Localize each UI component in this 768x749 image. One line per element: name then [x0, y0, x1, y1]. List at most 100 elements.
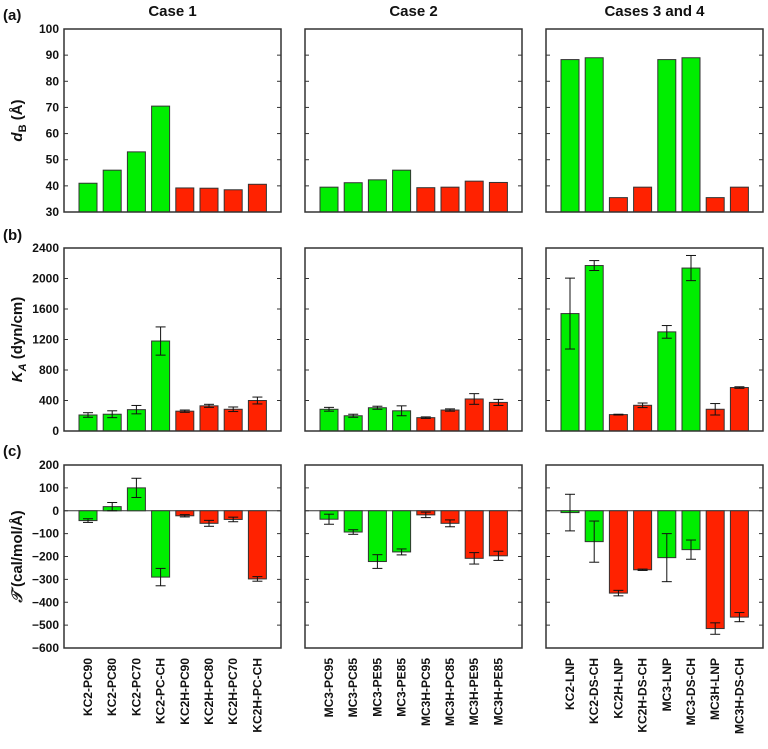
y-axis-label-unit: (dyn/cm) — [9, 297, 26, 364]
bar — [175, 187, 195, 213]
plot-frame — [63, 464, 282, 649]
plot-frame — [63, 247, 282, 432]
bar — [729, 510, 749, 618]
bar — [126, 151, 146, 213]
bar — [392, 510, 412, 553]
x-tick-label: MC3-PE85 — [395, 658, 409, 717]
x-tick-label: KC2-PC-CH — [154, 658, 168, 724]
bar — [151, 510, 171, 578]
y-tick-label: 2000 — [32, 272, 59, 286]
y-tick-label: 40 — [46, 179, 60, 193]
x-tick-label: MC3-LNP — [660, 658, 674, 711]
x-tick-label: MC3-PE95 — [370, 658, 384, 717]
x-tick-label: MC3H-PE85 — [491, 658, 505, 726]
bar — [488, 181, 508, 213]
y-tick-label: −500 — [32, 618, 59, 632]
panel-c-3: KC2-LNP KC2-DS-CH KC2H-LNP KC2H-DS-CH MC3-LN… — [545, 464, 764, 734]
bar — [560, 59, 580, 213]
bar — [343, 182, 363, 213]
bar — [633, 186, 653, 213]
y-tick-label: −300 — [32, 572, 59, 586]
bar — [367, 179, 387, 213]
y-axis-label: 𝒯 (cal/mol/Å) — [9, 510, 26, 603]
y-axis-label: dB (Å) — [9, 99, 29, 141]
panel-b-2 — [304, 247, 523, 432]
y-axis-label-unit: (cal/mol/Å) — [9, 510, 26, 591]
plot-frame — [545, 247, 764, 432]
x-tick-label: KC2-LNP — [563, 658, 577, 710]
panel-c-2: MC3-PC95 MC3-PC85 MC3-PE95 MC3-PE85 MC3H-PC9… — [304, 464, 523, 726]
plot-frame — [304, 464, 523, 649]
bar — [633, 510, 653, 571]
panel-a-1: 30 40 50 60 70 80 90 100 — [39, 22, 282, 219]
row-label: (a) — [3, 7, 21, 24]
y-tick-label: 400 — [39, 394, 59, 408]
bar — [729, 186, 749, 213]
x-tick-label: KC2H-PC-CH — [250, 658, 264, 733]
bar — [608, 510, 628, 594]
y-tick-label: 50 — [46, 153, 60, 167]
bar — [343, 415, 363, 432]
y-tick-label: 0 — [52, 424, 59, 438]
panel-a-3 — [545, 28, 764, 213]
y-tick-label: 60 — [46, 127, 60, 141]
bar — [608, 414, 628, 432]
y-tick-label: −200 — [32, 550, 59, 564]
x-tick-label: MC3-PC95 — [322, 658, 336, 718]
x-tick-label: KC2-DS-CH — [587, 658, 601, 724]
y-tick-label: 2400 — [32, 241, 59, 255]
bar — [440, 409, 460, 432]
y-tick-label: −600 — [32, 641, 59, 655]
panel-b-1: 0 400 800 1200 1600 2000 2400 — [32, 241, 282, 438]
plot-frame — [304, 247, 523, 432]
bar — [392, 169, 412, 213]
x-tick-label: MC3H-DS-CH — [732, 658, 746, 734]
y-tick-label: 30 — [46, 205, 60, 219]
x-tick-label: MC3H-PC85 — [443, 658, 457, 726]
bar — [199, 405, 219, 432]
panel-b-3 — [545, 247, 764, 432]
bar — [705, 510, 725, 630]
bar — [247, 183, 267, 213]
y-axis-label-subscript: A — [17, 363, 29, 372]
bar — [633, 404, 653, 432]
bar — [440, 186, 460, 213]
bar — [464, 180, 484, 213]
x-tick-label: KC2H-PC90 — [178, 658, 192, 725]
bar — [223, 189, 243, 213]
panel-c-1: −600 −500 −400 −300 −200 −100 0 100 200 KC2-PC90 K… — [32, 458, 282, 733]
x-tick-label: KC2-PC70 — [129, 658, 143, 716]
column-title: Cases 3 and 4 — [604, 3, 705, 20]
bar — [223, 408, 243, 432]
column-title: Case 2 — [389, 3, 437, 20]
bar — [584, 265, 604, 432]
y-axis-label-symbol: K — [9, 370, 26, 382]
bar — [608, 197, 628, 213]
bar — [657, 59, 677, 213]
x-tick-label: MC3H-PE95 — [467, 658, 481, 726]
plot-frame — [304, 28, 523, 213]
row-label: (b) — [3, 227, 22, 244]
bar — [705, 197, 725, 213]
x-tick-label: KC2-PC80 — [105, 658, 119, 716]
y-tick-label: −400 — [32, 595, 59, 609]
y-tick-label: 200 — [39, 458, 59, 472]
plot-frame — [63, 28, 282, 213]
x-tick-label: KC2H-LNP — [611, 658, 625, 719]
bar — [343, 510, 363, 533]
x-tick-label: MC3-DS-CH — [684, 658, 698, 725]
y-tick-label: 100 — [39, 22, 59, 36]
bar — [199, 187, 219, 213]
y-tick-label: 0 — [52, 504, 59, 518]
x-tick-label: MC3-PC85 — [346, 658, 360, 718]
plot-frame — [545, 28, 764, 213]
bar — [247, 400, 267, 432]
y-tick-label: 80 — [46, 74, 60, 88]
bar — [657, 331, 677, 432]
bar — [319, 186, 339, 213]
y-tick-label: 800 — [39, 363, 59, 377]
bar — [416, 187, 436, 213]
bar — [367, 510, 387, 563]
row-label: (c) — [3, 443, 21, 460]
